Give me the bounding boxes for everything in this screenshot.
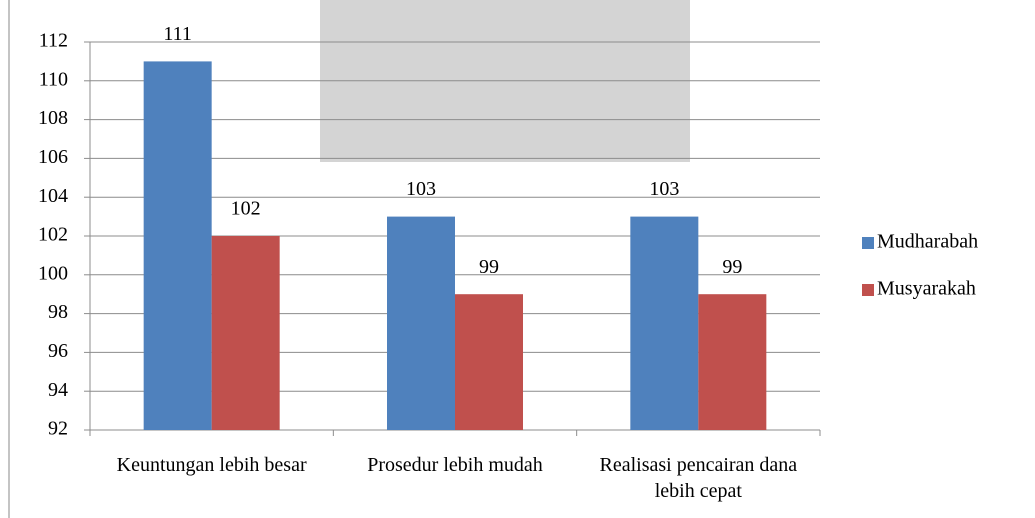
y-tick-label: 104 [38, 185, 68, 207]
y-tick-label: 100 [38, 262, 68, 284]
legend-label: Musyarakah [877, 278, 976, 300]
bar [211, 236, 280, 430]
y-tick-label: 94 [48, 379, 68, 401]
legend-swatch [862, 237, 874, 249]
x-tick-label: Prosedur lebih mudah [367, 454, 543, 476]
data-label: 103 [406, 178, 436, 200]
y-tick-label: 92 [48, 418, 68, 440]
legend-label: Mudharabah [877, 231, 978, 253]
data-label: 99 [479, 256, 499, 278]
data-label: 111 [163, 23, 192, 45]
legend-swatch [862, 284, 874, 296]
bar [698, 294, 767, 430]
y-tick-label: 98 [48, 301, 68, 323]
y-tick-label: 106 [38, 146, 68, 168]
y-tick-label: 102 [38, 224, 68, 246]
x-tick-label: Realisasi pencairan dana lebih cepat [599, 454, 798, 502]
y-tick-label: 112 [39, 30, 68, 52]
bar [387, 216, 455, 430]
y-tick-label: 96 [48, 340, 68, 362]
data-label: 99 [722, 256, 742, 278]
data-label: 103 [649, 178, 679, 200]
bar [630, 216, 699, 430]
x-tick-label: Keuntungan lebih besar [116, 454, 307, 476]
y-tick-label: 110 [39, 68, 68, 90]
data-label: 102 [231, 198, 261, 220]
bar [455, 294, 523, 430]
bar [143, 61, 212, 431]
y-tick-label: 108 [38, 107, 68, 129]
